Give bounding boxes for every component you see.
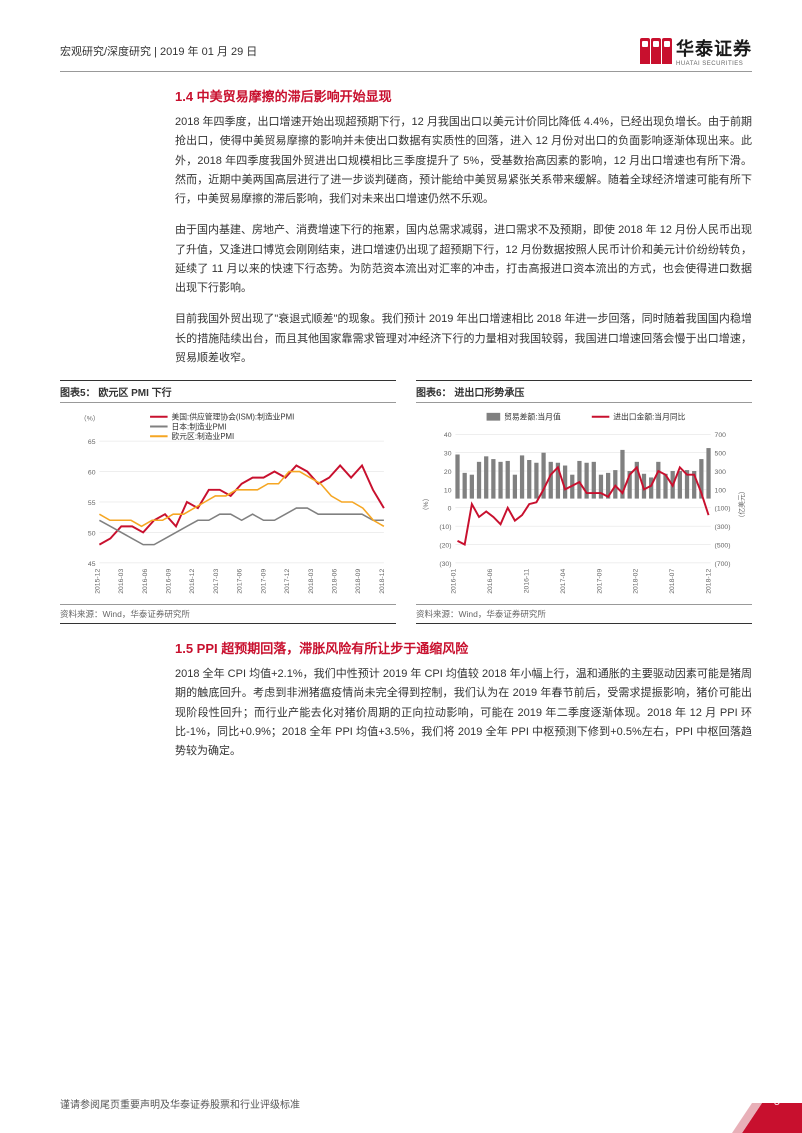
svg-text:（亿美元）: （亿美元） xyxy=(737,487,746,521)
section-1-4-p3: 目前我国外贸出现了"衰退式顺差"的现象。我们预计 2019 年出口增速相比 20… xyxy=(175,310,752,368)
svg-text:300: 300 xyxy=(715,469,727,476)
svg-text:2016-06: 2016-06 xyxy=(142,569,149,594)
section-1-5-title: 1.5 PPI 超预期回落，滞胀风险有所让步于通缩风险 xyxy=(175,638,752,657)
chart-6-source: 资料来源：Wind，华泰证券研究所 xyxy=(416,604,752,624)
svg-text:(30): (30) xyxy=(439,561,451,568)
company-logo: 华泰证券 HUATAI SECURITIES xyxy=(640,35,752,67)
svg-text:日本:制造业PMI: 日本:制造业PMI xyxy=(171,421,226,431)
svg-text:2016-12: 2016-12 xyxy=(189,569,196,594)
svg-text:10: 10 xyxy=(444,487,452,494)
svg-text:2016-01: 2016-01 xyxy=(450,569,457,594)
svg-text:2016-03: 2016-03 xyxy=(118,569,125,594)
svg-text:500: 500 xyxy=(715,451,727,458)
svg-text:（%）: （%） xyxy=(80,415,100,423)
svg-text:100: 100 xyxy=(715,487,727,494)
svg-text:20: 20 xyxy=(444,469,452,476)
svg-text:40: 40 xyxy=(444,432,452,439)
section-1-4-p1: 2018 年四季度，出口增速开始出现超预期下行，12 月我国出口以美元计价同比降… xyxy=(175,113,752,209)
svg-text:50: 50 xyxy=(88,530,96,537)
svg-text:2018-12: 2018-12 xyxy=(379,569,386,594)
svg-text:55: 55 xyxy=(88,500,96,507)
logo-icon xyxy=(640,38,672,64)
svg-text:60: 60 xyxy=(88,469,96,476)
page-number: 5 xyxy=(774,1096,780,1108)
svg-text:2018-12: 2018-12 xyxy=(706,569,713,594)
svg-text:(700): (700) xyxy=(715,561,731,568)
chart-5-title: 图表5： 欧元区 PMI 下行 xyxy=(60,380,396,403)
svg-text:（%）: （%） xyxy=(422,495,430,515)
chart-6-title: 图表6： 进出口形势承压 xyxy=(416,380,752,403)
chart-5-svg: （%） 美国:供应管理协会(ISM):制造业PMI日本:制造业PMI欧元区:制造业… xyxy=(60,407,396,597)
svg-text:2017-09: 2017-09 xyxy=(260,569,267,594)
svg-text:欧元区:制造业PMI: 欧元区:制造业PMI xyxy=(171,431,234,441)
main-content: 1.4 中美贸易摩擦的滞后影响开始显现 2018 年四季度，出口增速开始出现超预… xyxy=(60,86,752,368)
logo-text-en: HUATAI SECURITIES xyxy=(676,61,752,67)
svg-text:进出口金额:当月同比: 进出口金额:当月同比 xyxy=(613,412,685,422)
svg-text:45: 45 xyxy=(88,561,96,568)
svg-text:30: 30 xyxy=(444,451,452,458)
svg-text:2016-09: 2016-09 xyxy=(166,569,173,594)
svg-text:(100): (100) xyxy=(715,506,731,513)
section-1-5-p1: 2018 全年 CPI 均值+2.1%，我们中性预计 2019 年 CPI 均值… xyxy=(175,665,752,761)
chart-5-source: 资料来源：Wind，华泰证券研究所 xyxy=(60,604,396,624)
breadcrumb: 宏观研究/深度研究 | 2019 年 01 月 29 日 xyxy=(60,43,257,59)
svg-text:(10): (10) xyxy=(439,524,451,531)
footer-corner-icon xyxy=(732,1103,802,1133)
svg-text:2018-09: 2018-09 xyxy=(355,569,362,594)
svg-text:2017-06: 2017-06 xyxy=(237,569,244,594)
svg-text:2018-06: 2018-06 xyxy=(331,569,338,594)
svg-text:美国:供应管理协会(ISM):制造业PMI: 美国:供应管理协会(ISM):制造业PMI xyxy=(171,412,294,422)
section-1-4-title: 1.4 中美贸易摩擦的滞后影响开始显现 xyxy=(175,86,752,105)
svg-text:0: 0 xyxy=(448,506,452,513)
svg-text:65: 65 xyxy=(88,439,96,446)
chart-6-box: 图表6： 进出口形势承压 贸易差额:当月值 进出口金额:当月同比 (30) (20) (… xyxy=(416,380,752,624)
footer-disclaimer: 谨请参阅尾页重要声明及华泰证券股票和行业评级标准 xyxy=(60,1096,802,1111)
svg-text:2017-03: 2017-03 xyxy=(213,569,220,594)
svg-text:贸易差额:当月值: 贸易差额:当月值 xyxy=(504,412,561,422)
svg-text:2017-09: 2017-09 xyxy=(596,569,603,594)
svg-text:2018-02: 2018-02 xyxy=(633,569,640,594)
svg-text:2015-12: 2015-12 xyxy=(94,569,101,594)
svg-text:2016-06: 2016-06 xyxy=(487,569,494,594)
svg-text:700: 700 xyxy=(715,432,727,439)
page-header: 宏观研究/深度研究 | 2019 年 01 月 29 日 华泰证券 HUATAI… xyxy=(60,35,752,72)
svg-text:2018-07: 2018-07 xyxy=(669,569,676,594)
svg-text:(20): (20) xyxy=(439,542,451,549)
svg-text:(300): (300) xyxy=(715,524,731,531)
svg-text:2018-03: 2018-03 xyxy=(308,569,315,594)
svg-text:2017-04: 2017-04 xyxy=(560,569,567,594)
section-1-4-p2: 由于国内基建、房地产、消费增速下行的拖累，国内总需求减弱，进口需求不及预期，即使… xyxy=(175,221,752,298)
section-1-5-content: 1.5 PPI 超预期回落，滞胀风险有所让步于通缩风险 2018 全年 CPI … xyxy=(60,638,752,761)
charts-row: 图表5： 欧元区 PMI 下行 （%） 美国:供应管理协会(ISM):制造业PMI… xyxy=(60,380,752,624)
chart-5-box: 图表5： 欧元区 PMI 下行 （%） 美国:供应管理协会(ISM):制造业PMI… xyxy=(60,380,396,624)
svg-text:2016-11: 2016-11 xyxy=(523,569,530,594)
page-footer: 谨请参阅尾页重要声明及华泰证券股票和行业评级标准 5 xyxy=(60,1096,802,1111)
svg-text:2017-12: 2017-12 xyxy=(284,569,291,594)
svg-text:(500): (500) xyxy=(715,542,731,549)
chart-6-svg: 贸易差额:当月值 进出口金额:当月同比 (30) (20) (10) 0 10 20 30 40 (… xyxy=(416,407,752,597)
logo-text-cn: 华泰证券 xyxy=(676,35,752,61)
